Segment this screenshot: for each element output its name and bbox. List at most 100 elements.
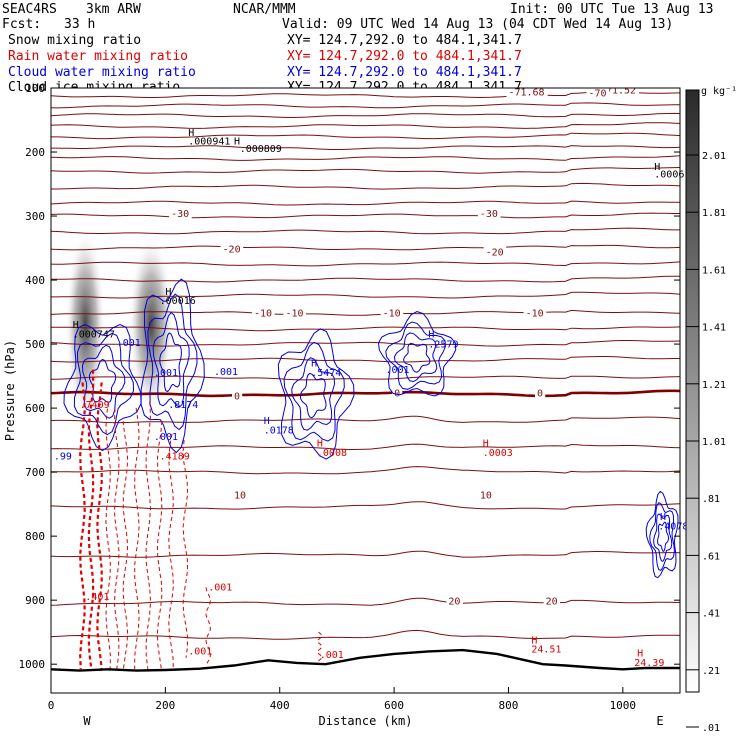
temperature-label-13: 0 — [234, 392, 240, 403]
temperature-label-1: -71.68 — [508, 87, 544, 98]
temperature-contour-26 — [51, 550, 680, 558]
annotation-17: .2579 — [428, 339, 458, 350]
annotation-9: .000747 — [73, 330, 115, 341]
cloud-water-contour-2-2 — [291, 357, 336, 431]
cloud-water-contour-3-3 — [403, 342, 431, 373]
annotation-35: H — [637, 649, 643, 660]
temperature-label-bg-4 — [477, 208, 501, 220]
x-axis-label: Distance (km) — [319, 714, 413, 728]
x-end-label-left: W — [83, 714, 91, 728]
cloud-water-contour-4-3 — [657, 521, 670, 553]
annotation-26: .4189 — [160, 451, 190, 462]
cloud-water-contour-3-0 — [377, 311, 457, 397]
cloud-water-contour-0-2 — [81, 344, 126, 419]
y-tick-label-3: 400 — [25, 274, 45, 287]
cloud-water-contour-1-0 — [140, 278, 205, 454]
temperature-contour-25 — [51, 501, 680, 510]
header-init: Init: 00 UTC Tue 13 Aug 13 — [510, 2, 714, 17]
temperature-contour-16 — [51, 309, 680, 316]
x-tick-label-1: 200 — [155, 699, 175, 712]
temperature-label-bg-8 — [380, 307, 404, 319]
cloud-water-contour-2-0 — [277, 328, 355, 460]
temperature-contour-17 — [51, 326, 680, 332]
annotation-20: H — [317, 439, 323, 450]
terrain-line-layer — [51, 648, 680, 672]
temperature-label-9: -10 — [526, 308, 544, 319]
temperature-contour-13 — [51, 261, 680, 267]
rain-contour-10 — [182, 440, 189, 658]
temperature-contour-28 — [51, 629, 680, 640]
rain-contour-2 — [96, 382, 103, 670]
header-fcst-label: Fcst: — [2, 17, 42, 32]
temperature-contour-4 — [51, 132, 680, 140]
annotation-36: 24.39 — [634, 658, 664, 669]
header-valid: Valid: 09 UTC Wed 14 Aug 13 (04 CDT Wed … — [282, 17, 674, 32]
temperature-label-15: 10 — [480, 491, 492, 502]
temperature-label-bg-3 — [169, 208, 192, 220]
temperature-contour-9 — [51, 200, 680, 206]
temperature-label-bg-1 — [506, 88, 548, 98]
temperature-contour-7 — [51, 167, 680, 174]
temperature-label-bg-2 — [586, 88, 610, 99]
temperature-label-14: 10 — [234, 491, 246, 502]
rain-contour-6 — [134, 408, 140, 670]
rain-contour-9 — [168, 433, 174, 670]
field-xy-cloud-water: XY= 124.7,292.0 to 484.1,341.7 — [287, 65, 522, 80]
temperature-label-0: -71.52 — [600, 85, 636, 96]
annotation-28: .99 — [54, 451, 72, 462]
annotation-24: .7409 — [80, 400, 110, 411]
colorbar-label-7: .61 — [702, 551, 720, 562]
annotation-19: .0178 — [264, 426, 294, 437]
annotation-0: H — [188, 128, 194, 139]
cloud-water-contour-2-3 — [299, 372, 327, 419]
colorbar-label-0: 2.01 — [702, 151, 726, 162]
terrain-line — [51, 648, 680, 672]
cloud-water-contour-1-2 — [152, 311, 190, 408]
temperature-label-12: 0 — [537, 388, 543, 399]
annotation-8: H — [73, 320, 79, 331]
temperature-contour-18 — [51, 340, 680, 347]
cloud-water-contour-4-0 — [645, 490, 679, 579]
temperature-label-bg-7 — [283, 307, 307, 319]
annotation-27: .001 — [154, 432, 178, 443]
colorbar-label-9: .21 — [702, 666, 720, 677]
colorbar-label-8: .41 — [702, 609, 720, 620]
y-axis-label: Pressure (hPa) — [3, 340, 17, 441]
annotation-31: .001 — [188, 647, 212, 658]
temperature-label-bg-5 — [220, 243, 244, 255]
temperature-label-17: 20 — [546, 596, 558, 607]
temperature-contour-14 — [51, 275, 680, 283]
header-project: SEAC4RS — [2, 2, 57, 17]
colorbar-fill — [685, 89, 700, 693]
colorbar-label-4: 1.21 — [702, 380, 726, 391]
rain-contour-1 — [87, 369, 95, 670]
annotation-32: .001 — [320, 650, 344, 661]
temperature-label-bg-11 — [392, 387, 403, 399]
annotation-7: .00016 — [160, 296, 196, 307]
temperature-contour-3 — [51, 122, 680, 129]
temperature-contour-23 — [51, 443, 680, 450]
colorbar-label-1: 1.81 — [702, 208, 726, 219]
annotation-23: .0003 — [483, 448, 513, 459]
cloud-water-contour-3-1 — [385, 321, 446, 390]
cloud-water-contour-4-1 — [649, 502, 675, 572]
temperature-label-bg-9 — [523, 307, 547, 319]
temperature-contour-6 — [51, 155, 680, 161]
annotation-1: .000941 — [188, 136, 230, 147]
field-xy-snow: XY= 124.7,292.0 to 484.1,341.7 — [287, 33, 522, 48]
annotation-2: H — [234, 136, 240, 147]
annotation-14: .5474 — [311, 368, 341, 379]
temperature-label-bg-12 — [535, 387, 546, 399]
y-tick-label-1: 200 — [25, 146, 45, 159]
colorbar-label-6: .81 — [702, 494, 720, 505]
temperature-label-bg-15 — [477, 489, 495, 501]
temperature-label-bg-10 — [251, 307, 275, 319]
annotation-34: 24.51 — [531, 645, 561, 656]
temperature-label-bg-6 — [483, 246, 507, 258]
field-xy-rain: XY= 124.7,292.0 to 484.1,341.7 — [287, 49, 522, 64]
annotation-21: .0008 — [317, 448, 347, 459]
rain-contour-7 — [145, 401, 152, 670]
field-name-cloud-water: Cloud water mixing ratio — [8, 65, 196, 80]
temperature-contour-12 — [51, 244, 680, 251]
